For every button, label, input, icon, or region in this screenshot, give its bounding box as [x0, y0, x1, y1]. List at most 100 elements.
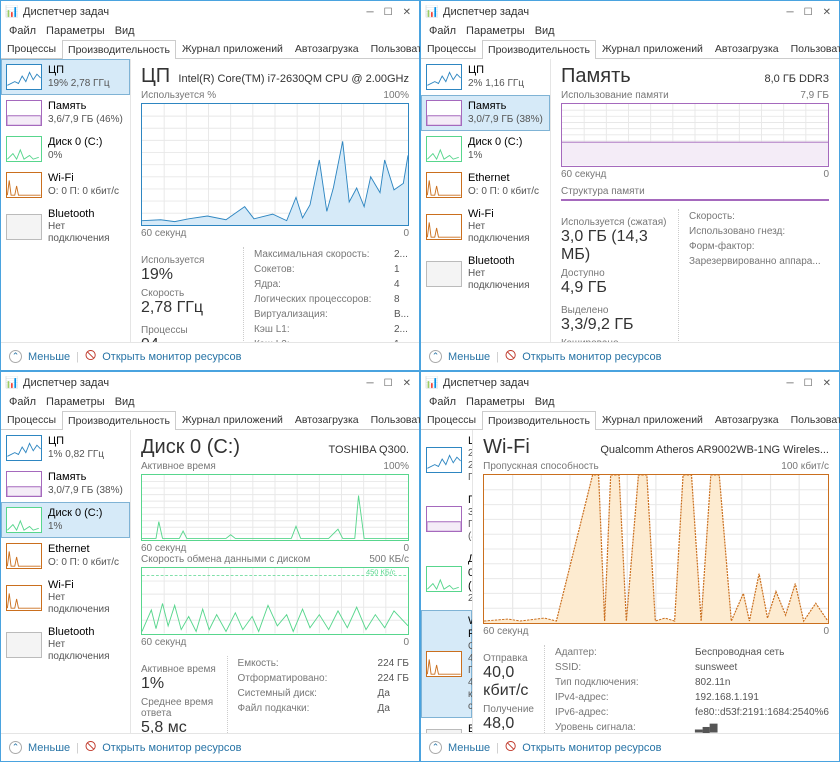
sidebar-item-eth[interactable]: Ethernet О: 0 П: 0 кбит/с [421, 167, 550, 203]
sidebar-item-mem[interactable]: Память 3,6/7,9 ГБ (46%) [1, 95, 130, 131]
sidebar-item-value: Нет подключения [468, 268, 545, 292]
maximize-button[interactable]: ☐ [804, 7, 813, 18]
stat-block: Процессы94 [141, 325, 188, 342]
tab[interactable]: Производительность [62, 40, 176, 59]
sidebar-item-disk[interactable]: Диск 0 (C:) 1% [1, 502, 130, 538]
sidebar-item-bt[interactable]: Bluetooth Нет подключения [421, 718, 472, 733]
minimize-button[interactable]: ─ [787, 378, 794, 389]
sidebar-item-disk[interactable]: Диск 0 (C:) 0% [1, 131, 130, 167]
minimize-button[interactable]: ─ [367, 7, 374, 18]
thumb-icon [426, 172, 462, 198]
tab[interactable]: Производительность [482, 40, 596, 59]
sidebar-item-wifi[interactable]: Wi-Fi Нет подключения [1, 574, 130, 621]
sidebar-item-mem[interactable]: Память 3,0/7,9 ГБ (38%) [1, 466, 130, 502]
sidebar-item-name: Память [468, 100, 543, 113]
main-panel: Диск 0 (C:)TOSHIBA Q300.Активное время10… [131, 430, 419, 733]
tab[interactable]: Процессы [1, 39, 62, 58]
sidebar-item-bt[interactable]: Bluetooth Нет подключения [421, 250, 550, 297]
sidebar-item-wifi[interactable]: Wi-Fi О: 40,0 П: 48,0 кбит/с [421, 610, 472, 718]
sidebar-item-value: 1% [468, 150, 522, 162]
tab[interactable]: Пользователи [785, 39, 840, 58]
chart-label-right: 7,9 ГБ [800, 90, 829, 101]
tab[interactable]: Журнал приложений [176, 410, 289, 429]
tab[interactable]: Журнал приложений [596, 39, 709, 58]
titlebar: 📊 Диспетчер задач ─ ☐ ✕ [421, 372, 839, 394]
menu-item[interactable]: Файл [9, 396, 36, 408]
menu-item[interactable]: Вид [535, 25, 555, 37]
fewer-details-link[interactable]: Меньше [28, 351, 70, 363]
tab[interactable]: Процессы [421, 410, 482, 429]
sidebar-item-name: ЦП [48, 64, 110, 77]
tab[interactable]: Производительность [482, 411, 596, 430]
tab[interactable]: Автозагрузка [289, 410, 365, 429]
menu-item[interactable]: Файл [9, 25, 36, 37]
menu-item[interactable]: Параметры [46, 396, 105, 408]
open-resource-monitor-link[interactable]: Открыть монитор ресурсов [522, 351, 661, 363]
tab[interactable]: Автозагрузка [709, 39, 785, 58]
maximize-button[interactable]: ☐ [384, 378, 393, 389]
sidebar-item-mem[interactable]: Память 3,0/7,9 ГБ (38%) [421, 95, 550, 131]
tab-bar: ПроцессыПроизводительностьЖурнал приложе… [421, 410, 839, 430]
sidebar-item-cpu[interactable]: ЦП 1% 0,82 ГГц [1, 430, 130, 466]
tab[interactable]: Процессы [1, 410, 62, 429]
menu-item[interactable]: Вид [115, 25, 135, 37]
close-button[interactable]: ✕ [823, 378, 831, 389]
sidebar-item-disk[interactable]: Диск 0 (C:) 20% [421, 548, 472, 610]
titlebar: 📊 Диспетчер задач ─ ☐ ✕ [1, 1, 419, 23]
menu-item[interactable]: Вид [535, 396, 555, 408]
sidebar-item-value: 3,0/7,9 ГБ (38%) [48, 485, 123, 497]
titlebar: 📊 Диспетчер задач ─ ☐ ✕ [421, 1, 839, 23]
sidebar-item-mem[interactable]: Память 3,4/7,9 ГБ (43%) [421, 489, 472, 548]
sidebar-item-name: Wi-Fi [48, 172, 119, 185]
menubar: Файл Параметры Вид [421, 394, 839, 410]
sidebar-item-wifi[interactable]: Wi-Fi О: 0 П: 0 кбит/с [1, 167, 130, 203]
sidebar: ЦП 1% 0,82 ГГц Память 3,0/7,9 ГБ (38%) Д… [1, 430, 131, 733]
sidebar-item-name: Wi-Fi [468, 208, 545, 221]
minimize-button[interactable]: ─ [787, 7, 794, 18]
sidebar-item-bt[interactable]: Bluetooth Нет подключения [1, 621, 130, 668]
sidebar-item-cpu[interactable]: ЦП 2% 1,16 ГГц [421, 59, 550, 95]
fewer-details-link[interactable]: Меньше [448, 742, 490, 754]
menu-item[interactable]: Параметры [466, 25, 525, 37]
stat-block: Используется19% [141, 255, 204, 284]
menu-item[interactable]: Параметры [466, 396, 525, 408]
tab[interactable]: Автозагрузка [289, 39, 365, 58]
sidebar: ЦП 20% 2,58 ГГц Память 3,4/7,9 ГБ (43%) … [421, 430, 473, 733]
stat-block: Активное время1% [141, 664, 216, 693]
menu-item[interactable]: Вид [115, 396, 135, 408]
open-resource-monitor-link[interactable]: Открыть монитор ресурсов [102, 351, 241, 363]
menu-item[interactable]: Файл [429, 396, 456, 408]
sidebar-item-wifi[interactable]: Wi-Fi Нет подключения [421, 203, 550, 250]
sidebar-item-cpu[interactable]: ЦП 20% 2,58 ГГц [421, 430, 472, 489]
chart-label-right: 100 кбит/с [781, 461, 829, 472]
chevron-icon[interactable]: ⌃ [9, 741, 22, 754]
open-resource-monitor-link[interactable]: Открыть монитор ресурсов [522, 742, 661, 754]
chevron-icon[interactable]: ⌃ [429, 741, 442, 754]
minimize-button[interactable]: ─ [367, 378, 374, 389]
sidebar-item-disk[interactable]: Диск 0 (C:) 1% [421, 131, 550, 167]
chevron-icon[interactable]: ⌃ [9, 350, 22, 363]
tab[interactable]: Производительность [62, 411, 176, 430]
sidebar-item-eth[interactable]: Ethernet О: 0 П: 0 кбит/с [1, 538, 130, 574]
tab[interactable]: Журнал приложений [176, 39, 289, 58]
menu-item[interactable]: Параметры [46, 25, 105, 37]
maximize-button[interactable]: ☐ [384, 7, 393, 18]
close-button[interactable]: ✕ [403, 378, 411, 389]
fewer-details-link[interactable]: Меньше [28, 742, 70, 754]
close-button[interactable]: ✕ [403, 7, 411, 18]
maximize-button[interactable]: ☐ [804, 378, 813, 389]
open-resource-monitor-link[interactable]: Открыть монитор ресурсов [102, 742, 241, 754]
tab[interactable]: Процессы [421, 39, 482, 58]
tab[interactable]: Пользователи [785, 410, 840, 429]
menu-item[interactable]: Файл [429, 25, 456, 37]
sidebar-item-bt[interactable]: Bluetooth Нет подключения [1, 203, 130, 250]
chevron-icon[interactable]: ⌃ [429, 350, 442, 363]
fewer-details-link[interactable]: Меньше [448, 351, 490, 363]
main-chart [141, 103, 409, 226]
tab[interactable]: Журнал приложений [596, 410, 709, 429]
sidebar-item-cpu[interactable]: ЦП 19% 2,78 ГГц [1, 59, 130, 95]
tab[interactable]: Автозагрузка [709, 410, 785, 429]
close-button[interactable]: ✕ [823, 7, 831, 18]
chart-label-left: Используется % [141, 90, 216, 101]
main-panel: ЦПIntel(R) Core(TM) i7-2630QM CPU @ 2.00… [131, 59, 419, 342]
